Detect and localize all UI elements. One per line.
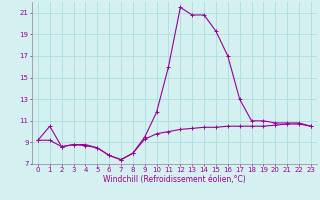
X-axis label: Windchill (Refroidissement éolien,°C): Windchill (Refroidissement éolien,°C) [103,175,246,184]
